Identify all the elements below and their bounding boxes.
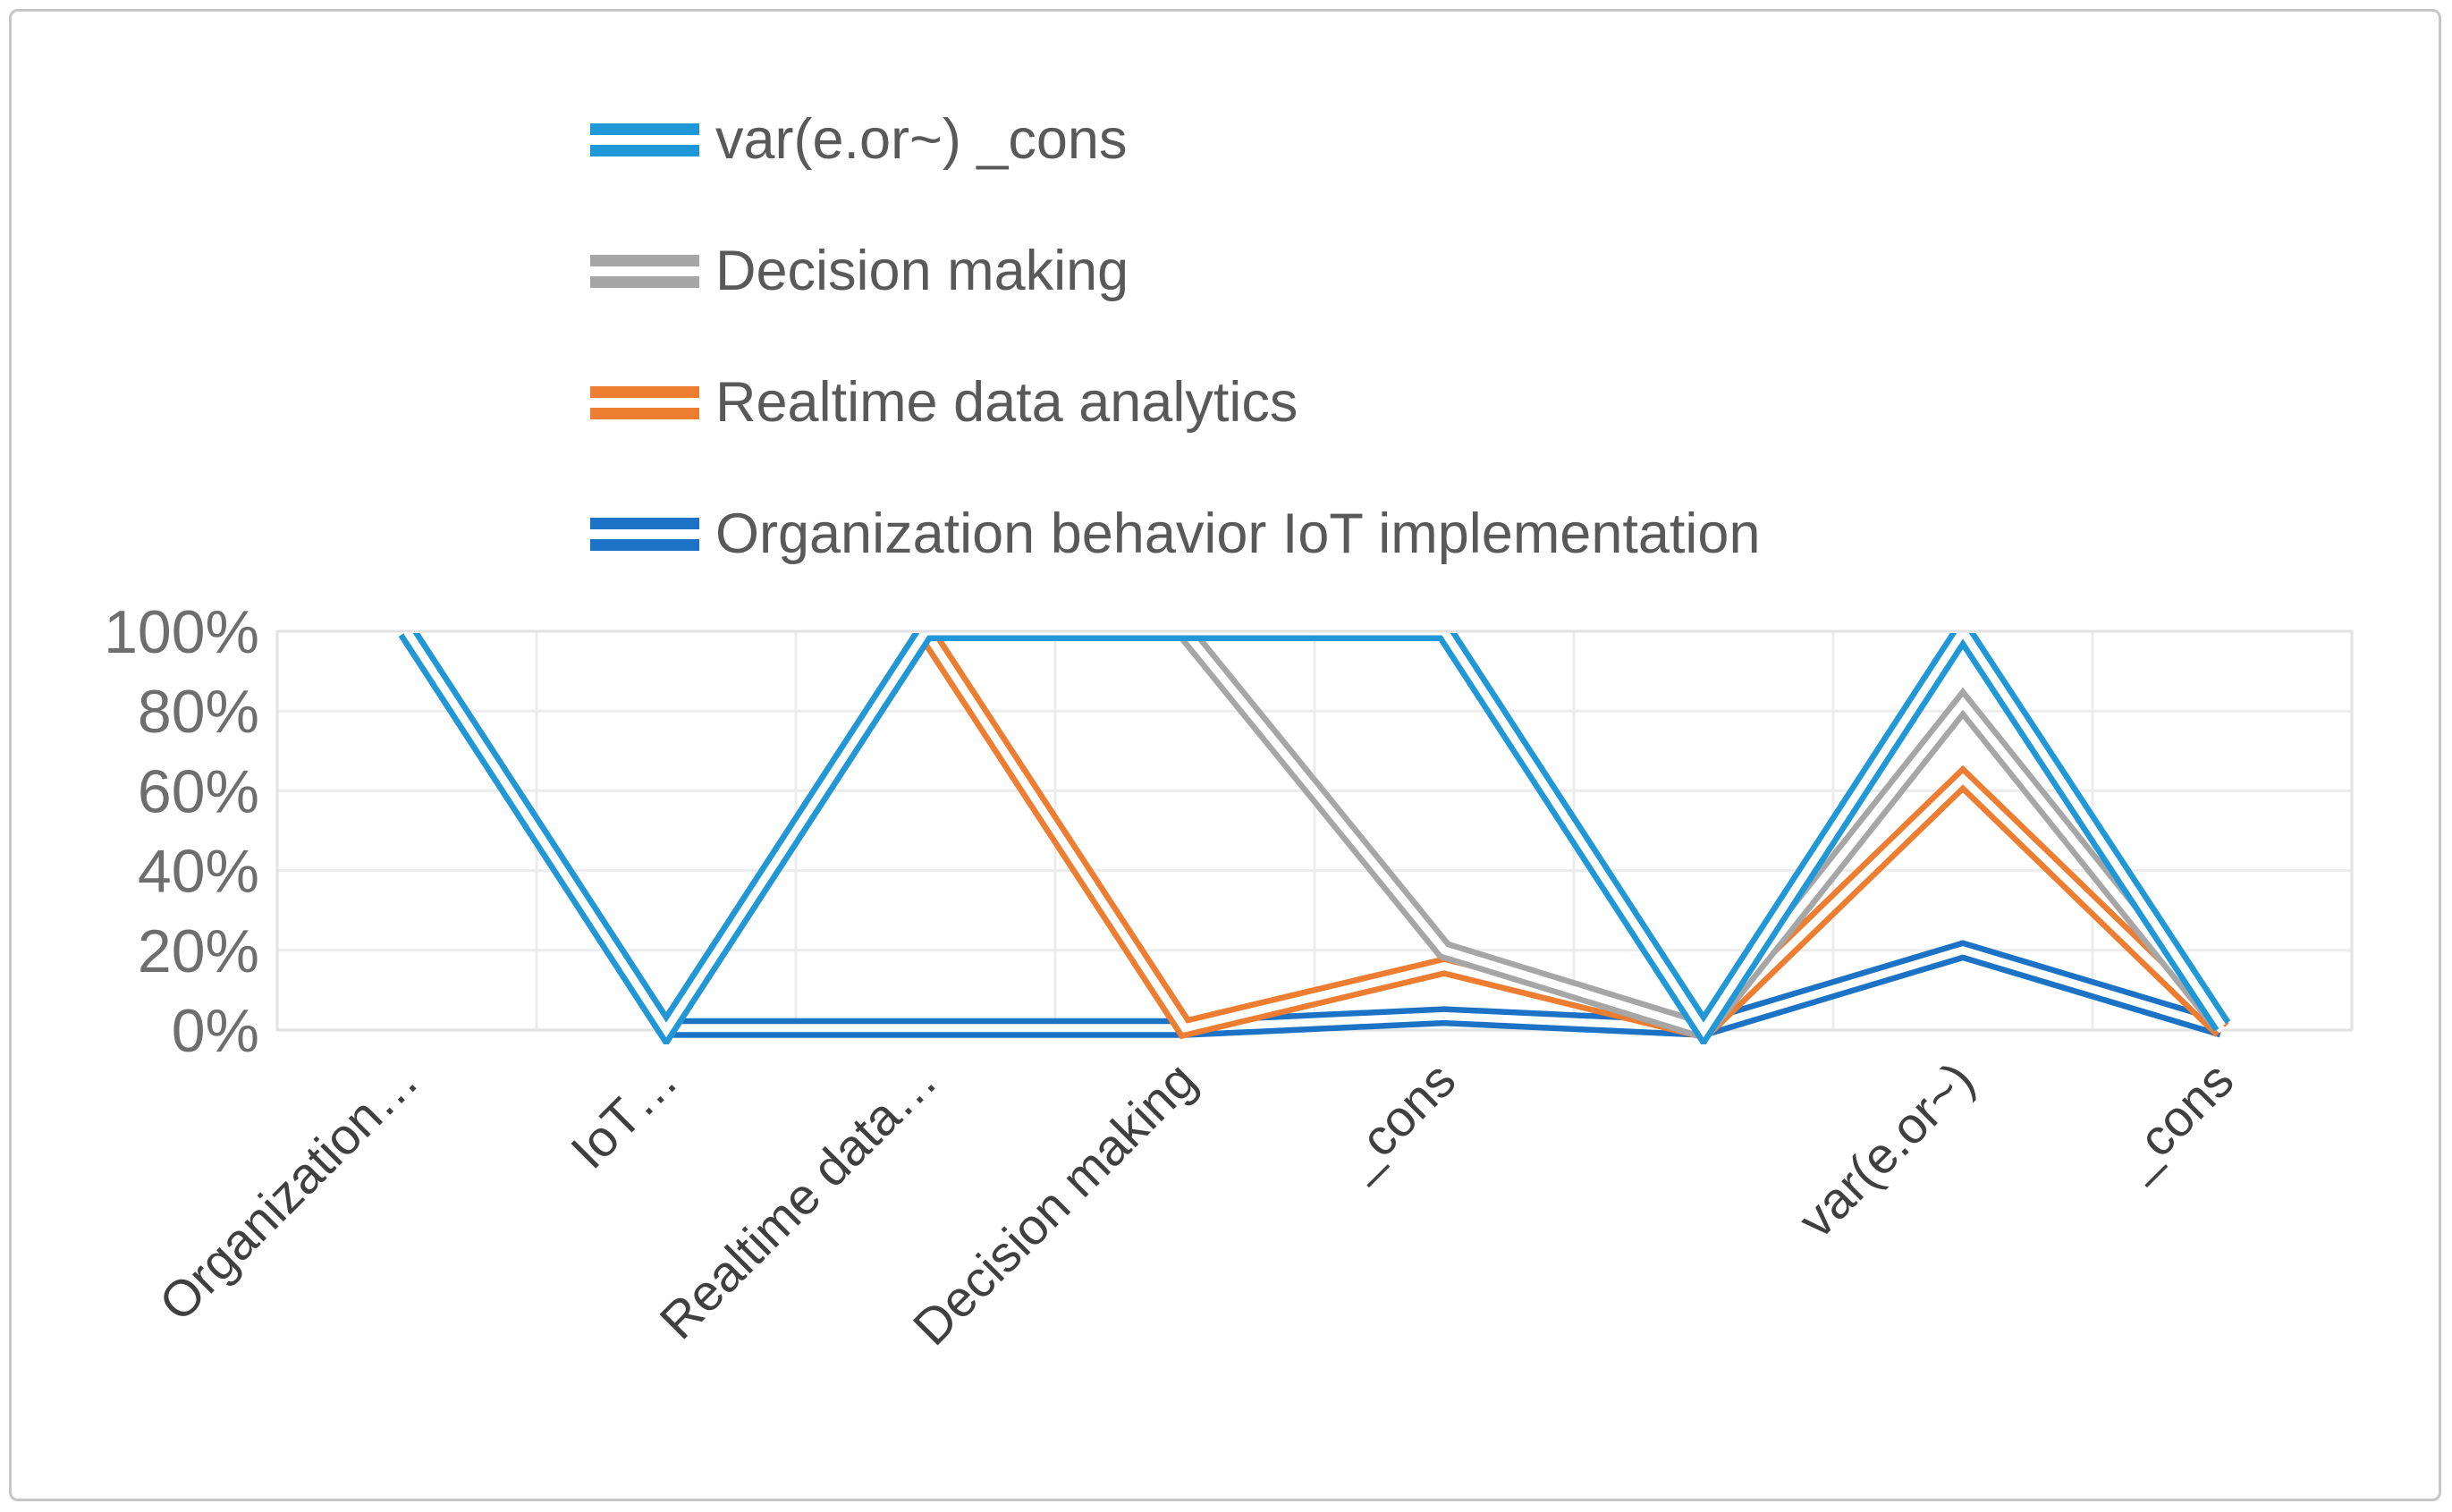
series-line-core-4 (666, 946, 2224, 1033)
legend-swatch-line (590, 517, 699, 529)
x-tick-label: Decision making (902, 1052, 1207, 1356)
y-tick-label: 80% (138, 678, 259, 746)
legend-swatch-line (590, 538, 699, 551)
legend-label: Realtime data analytics (715, 371, 1298, 434)
legend-swatch-line (590, 407, 699, 419)
legend-swatch-double-line (590, 517, 699, 551)
legend-item-var-e-or-cons: var(e.or~) _cons (590, 107, 1127, 172)
legend-item-decision-making: Decision making (590, 239, 1129, 303)
legend-swatch-line (590, 254, 699, 266)
legend-swatch-line (590, 122, 699, 135)
x-tick-label: var(e.or~) (1788, 1052, 1985, 1249)
legend-label: Decision making (715, 240, 1129, 302)
x-tick-label: _cons (1330, 1052, 1467, 1189)
legend-label: var(e.or~) _cons (715, 108, 1128, 171)
legend-swatch-double-line (590, 254, 699, 288)
legend-label: Organization behavior IoT implementation (715, 503, 1761, 565)
x-tick-label: _cons (2108, 1052, 2245, 1189)
legend-swatch-line (590, 144, 699, 156)
series-lines (398, 633, 2231, 1044)
y-tick-label: 100% (104, 598, 259, 666)
y-axis-labels: 100% 80% 60% 40% 20% 0% (104, 598, 259, 1065)
y-tick-label: 0% (172, 997, 259, 1065)
legend-swatch-double-line (590, 122, 699, 156)
legend-item-realtime-data-analytics: Realtime data analytics (590, 370, 1298, 435)
x-tick-label: Organization… (148, 1052, 429, 1332)
y-tick-label: 60% (138, 757, 259, 825)
x-tick-label: Realtime data… (649, 1052, 948, 1350)
y-tick-label: 20% (138, 917, 259, 985)
legend-swatch-double-line (590, 385, 699, 419)
x-axis-labels: Organization… IoT…Realtime data…Decision … (148, 1052, 2245, 1356)
y-tick-label: 40% (138, 838, 259, 906)
legend-swatch-line (590, 275, 699, 288)
series-line-core-1 (403, 633, 2226, 1038)
legend-item-organization-behavior: Organization behavior IoT implementation (590, 502, 1760, 566)
legend-swatch-line (590, 385, 699, 398)
x-tick-label: IoT… (560, 1052, 689, 1180)
